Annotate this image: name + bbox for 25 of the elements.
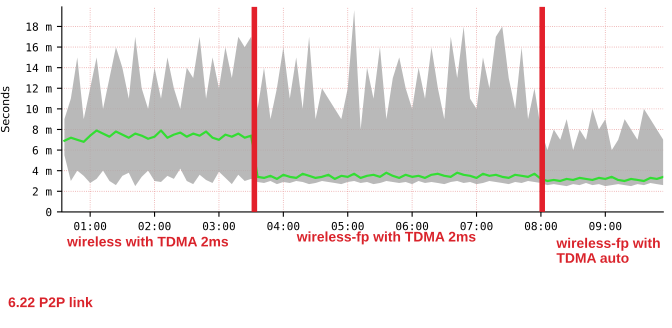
x-tick-label: 02:00 — [138, 222, 171, 230]
x-tick-label: 09:00 — [589, 222, 622, 230]
x-tick-label: 06:00 — [396, 222, 428, 230]
y-tick-label: 16 m — [26, 43, 52, 52]
x-tick-label: 07:00 — [460, 222, 493, 230]
text: wireless-fp with TDMA 2ms — [296, 231, 476, 244]
y-tick-label: 0 — [46, 208, 52, 216]
y-tick-label: 4 m — [32, 166, 52, 175]
y-tick-label: 2 m — [32, 187, 52, 196]
text: wireless with TDMA 2ms — [67, 236, 228, 247]
x-tick-label: 04:00 — [267, 222, 300, 230]
text: wireless-fp with TDMA auto — [556, 238, 660, 263]
x-tick-label: 08:00 — [524, 222, 557, 230]
y-tick-label: 6 m — [32, 146, 52, 154]
text: 6.22 P2P link — [8, 297, 93, 308]
line-series — [63, 129, 664, 182]
y-axis-title: Seconds — [0, 86, 10, 132]
y-tick-label: 12 m — [26, 84, 52, 93]
x-tick-label: 05:00 — [332, 222, 364, 230]
x-tick-label: 01:00 — [74, 222, 106, 230]
y-tick-label: 14 m — [26, 64, 52, 72]
x-tick-label: 03:00 — [202, 222, 235, 230]
y-tick-label: 18 m — [26, 22, 52, 31]
y-tick-label: 8 m — [32, 125, 52, 134]
y-tick-label: 10 m — [26, 104, 52, 114]
